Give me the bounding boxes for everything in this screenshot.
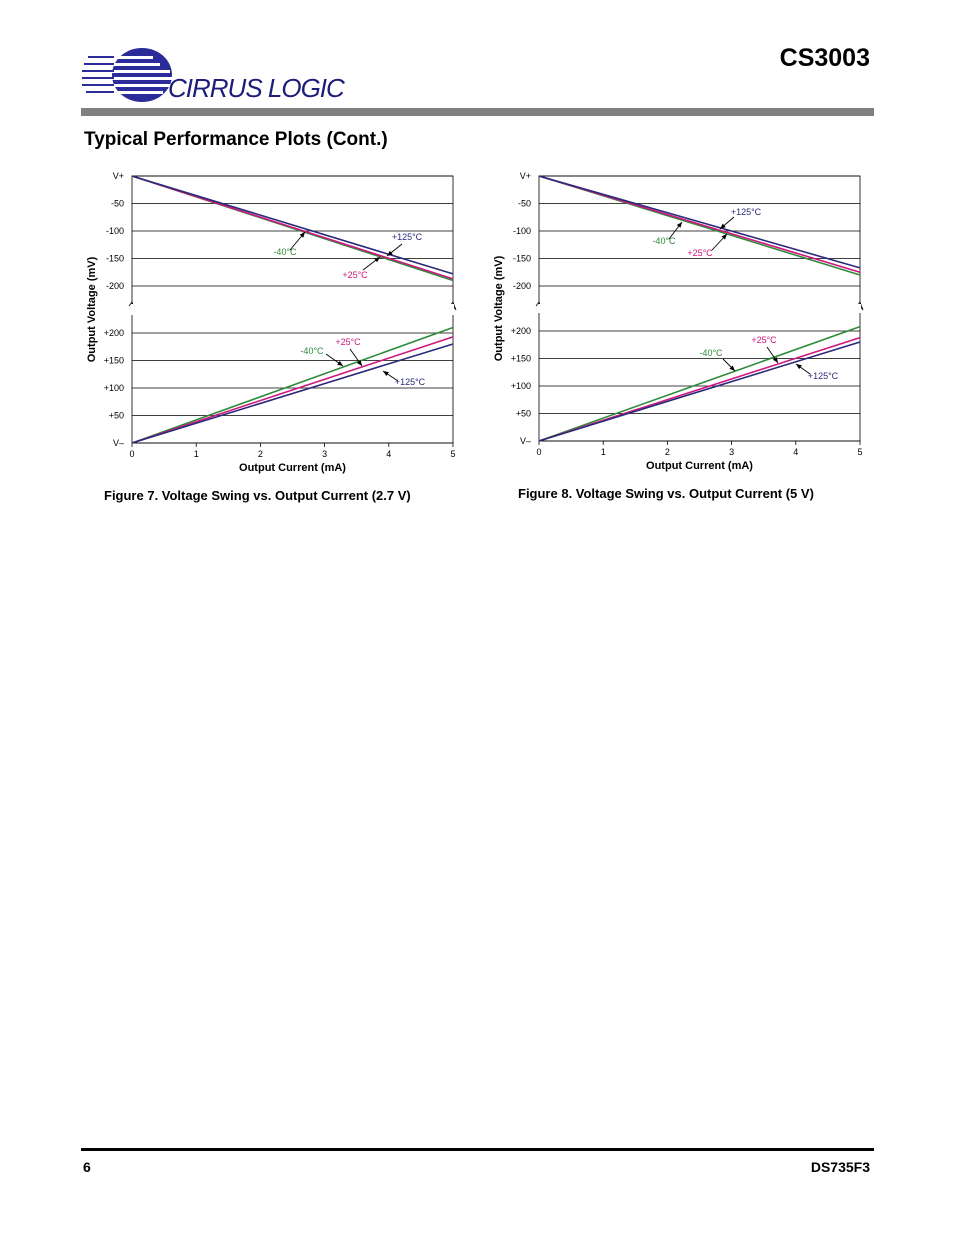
annotation-label: +25°C — [342, 270, 368, 280]
annotation-arrowhead-icon — [387, 250, 393, 256]
top-series-line — [538, 175, 861, 269]
bottom-y-tick-label: V– — [520, 436, 531, 446]
y-axis-label: Output Voltage (mV) — [493, 255, 505, 361]
bottom-series-line — [538, 341, 861, 442]
document-title: CS3003 — [779, 44, 870, 72]
page-number: 6 — [83, 1159, 91, 1175]
x-tick-label: 4 — [386, 449, 391, 459]
annotation-label: +25°C — [335, 337, 361, 347]
top-panel-frame — [538, 175, 861, 307]
top-y-tick-label: -200 — [513, 281, 531, 291]
figure-8-caption: Figure 8. Voltage Swing vs. Output Curre… — [518, 486, 814, 501]
top-y-tick-label: -50 — [518, 199, 531, 209]
x-tick-label: 0 — [129, 449, 134, 459]
annotation-arrowhead-icon — [720, 223, 726, 229]
bottom-series-line — [538, 325, 861, 442]
bottom-y-tick-label: +100 — [104, 383, 124, 393]
annotation-arrowhead-icon — [356, 360, 362, 366]
bottom-y-tick-label: +200 — [104, 328, 124, 338]
x-axis-label: Output Current (mA) — [646, 460, 753, 472]
header-rule — [81, 108, 874, 116]
logo-text: CIRRUS LOGIC — [168, 73, 345, 103]
y-axis-label: Output Voltage (mV) — [86, 256, 98, 362]
annotation-arrowhead-icon — [676, 222, 682, 228]
x-tick-label: 1 — [194, 449, 199, 459]
top-y-tick-label: -150 — [513, 254, 531, 264]
bottom-y-tick-label: +50 — [109, 411, 124, 421]
figure-7-chart: V+ -50 -100 -150 -200 +200 +150 +100 +50 V– 0 1 2 3 4 5… — [86, 171, 457, 474]
x-tick-label: 3 — [322, 449, 327, 459]
bottom-y-tick-label: V– — [113, 438, 124, 448]
annotation-arrowhead-icon — [772, 357, 778, 363]
bottom-y-tick-label: +150 — [511, 354, 531, 364]
top-y-tick-label: -100 — [513, 226, 531, 236]
x-tick-label: 4 — [793, 447, 798, 457]
top-series-line — [131, 175, 454, 275]
top-y-tick-label: -200 — [106, 281, 124, 291]
top-y-tick-label: -50 — [111, 199, 124, 209]
annotation-arrowhead-icon — [299, 232, 305, 238]
section-title: Typical Performance Plots (Cont.) — [84, 129, 388, 150]
top-y-tick-label: V+ — [520, 171, 531, 181]
document-id: DS735F3 — [810, 1159, 870, 1175]
annotation-label: -40°C — [699, 348, 723, 358]
figure-7-caption: Figure 7. Voltage Swing vs. Output Curre… — [104, 488, 411, 503]
figure-8-chart: V+ -50 -100 -150 -200 +200 +150 +100 +50 V– 0 1 2 3 4 5… — [493, 171, 864, 472]
x-tick-label: 3 — [729, 447, 734, 457]
bottom-series-line — [131, 343, 454, 444]
annotation-arrowhead-icon — [721, 234, 727, 240]
x-tick-label: 5 — [857, 447, 862, 457]
annotation-label: -40°C — [300, 346, 324, 356]
annotation-label: +125°C — [392, 232, 423, 242]
annotation-label: -40°C — [273, 247, 297, 257]
top-y-tick-label: V+ — [113, 171, 124, 181]
bottom-series-line — [131, 326, 454, 444]
annotation-arrowhead-icon — [383, 371, 389, 377]
annotation-label: +125°C — [808, 371, 839, 381]
panel-gap — [131, 304, 454, 315]
bottom-y-tick-label: +50 — [516, 409, 531, 419]
annotation-arrowhead-icon — [374, 257, 380, 263]
annotation-arrowhead-icon — [337, 360, 343, 366]
top-y-tick-label: -100 — [106, 226, 124, 236]
x-tick-label: 5 — [450, 449, 455, 459]
panel-gap — [538, 304, 861, 313]
annotation-label: +125°C — [395, 377, 426, 387]
x-tick-label: 0 — [536, 447, 541, 457]
annotation-label: +25°C — [687, 248, 713, 258]
annotation-arrowhead-icon — [796, 364, 802, 370]
annotation-label: +25°C — [751, 335, 777, 345]
top-y-tick-label: -150 — [106, 254, 124, 264]
annotation-label: -40°C — [652, 236, 676, 246]
bottom-y-tick-label: +200 — [511, 326, 531, 336]
bottom-series-line — [131, 336, 454, 444]
x-tick-label: 2 — [258, 449, 263, 459]
annotation-label: +125°C — [731, 207, 762, 217]
x-axis-label: Output Current (mA) — [239, 462, 346, 474]
bottom-y-tick-label: +150 — [104, 356, 124, 366]
x-tick-label: 2 — [665, 447, 670, 457]
x-tick-label: 1 — [601, 447, 606, 457]
cirrus-logic-logo-icon — [80, 48, 175, 102]
annotation-arrowhead-icon — [729, 365, 735, 371]
footer-rule — [81, 1148, 874, 1151]
bottom-y-tick-label: +100 — [511, 381, 531, 391]
